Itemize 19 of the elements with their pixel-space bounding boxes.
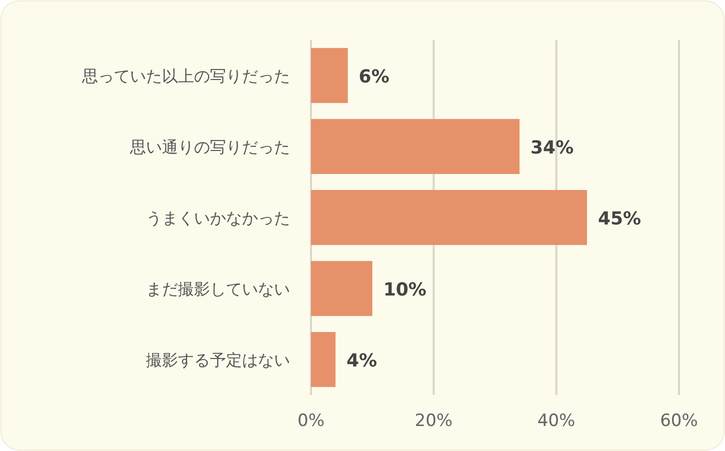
bar — [311, 261, 372, 316]
data-label: 45% — [598, 208, 642, 230]
bar — [311, 119, 520, 174]
x-tick-label: 0% — [298, 411, 324, 431]
bar — [311, 190, 587, 245]
x-tick-label: 40% — [537, 411, 576, 431]
x-tick-label: 20% — [414, 411, 453, 431]
bar — [311, 332, 336, 387]
x-tick-label: 60% — [660, 411, 698, 431]
data-label: 10% — [383, 280, 426, 300]
data-label: 4% — [346, 350, 378, 372]
data-label: 34% — [530, 138, 574, 158]
y-tick-label: うまくいかなかった — [146, 208, 290, 228]
y-tick-label: まだ撮影していない — [146, 280, 290, 298]
y-tick-label: 撮影する予定はない — [146, 350, 290, 370]
data-label: 6% — [358, 66, 390, 88]
y-tick-label: 思っていた以上の写りだった — [81, 66, 290, 86]
bar — [311, 48, 348, 103]
y-tick-label: 思い通りの写りだった — [129, 138, 290, 156]
